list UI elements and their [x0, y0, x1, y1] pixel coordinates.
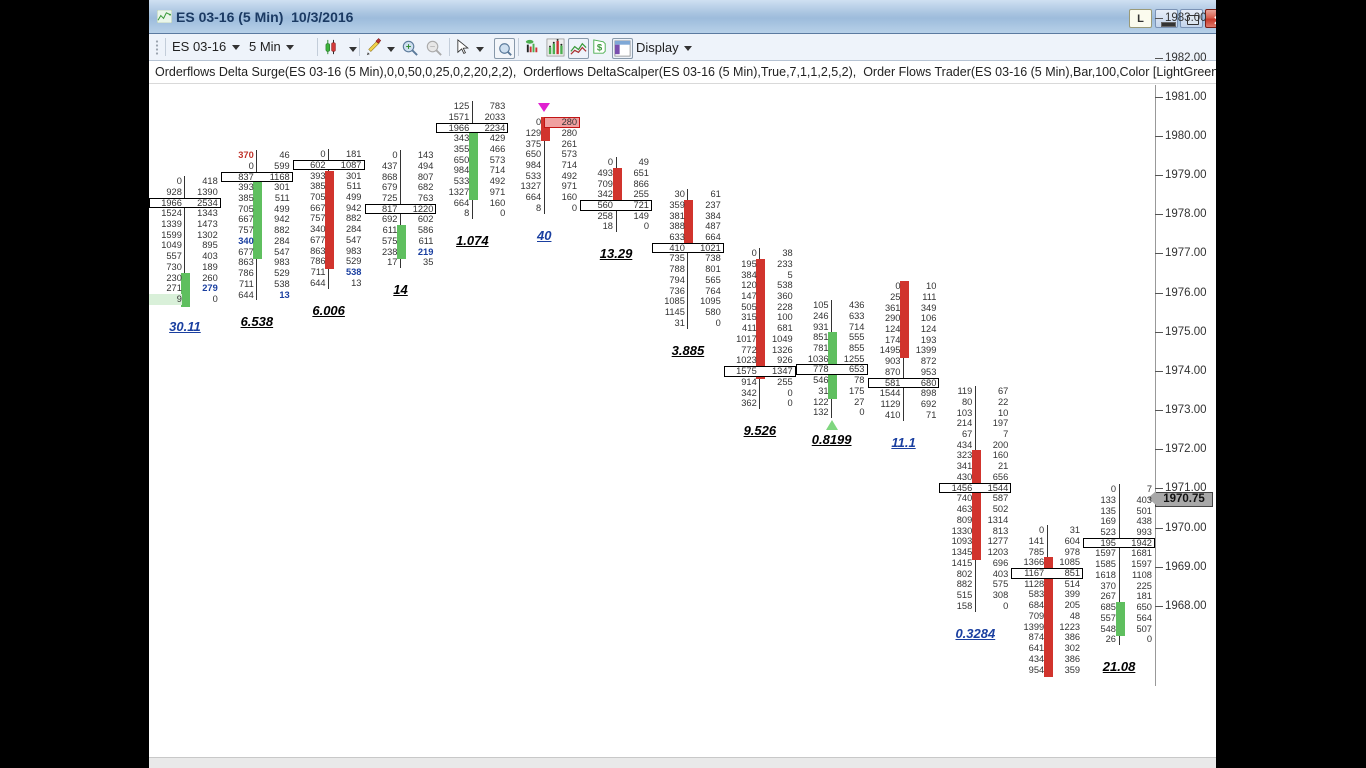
- svg-text:$: $: [597, 42, 603, 53]
